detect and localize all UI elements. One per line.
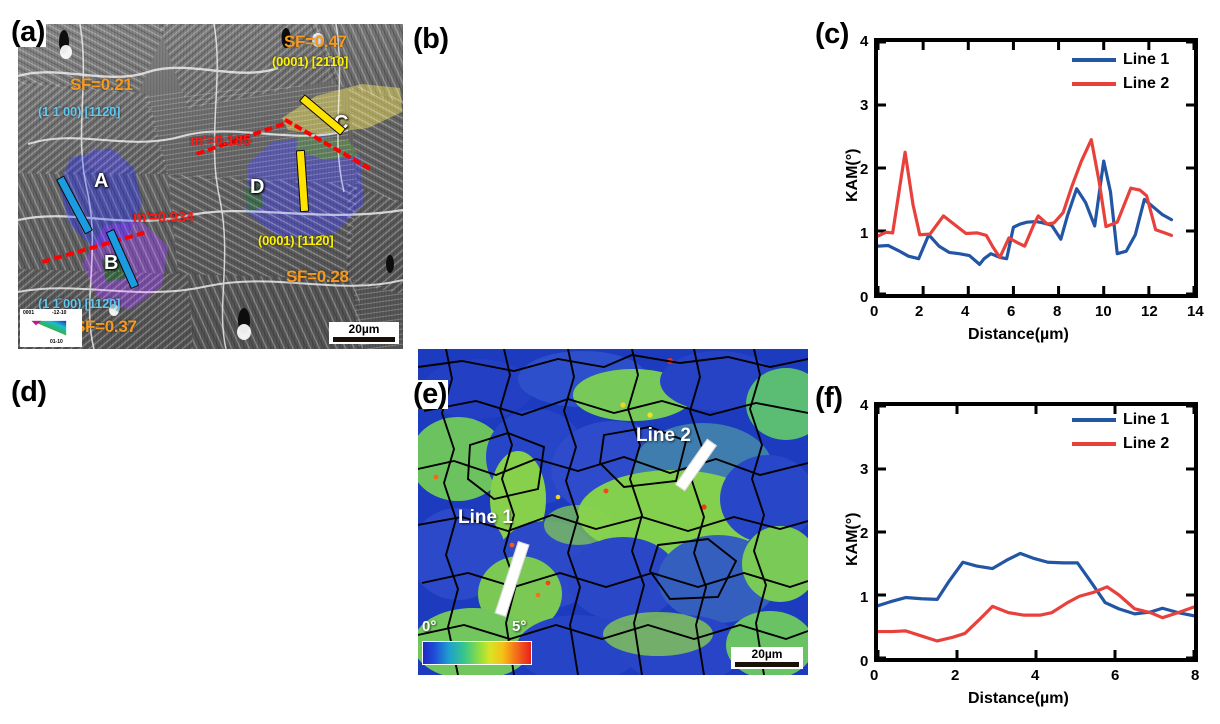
panel-b-kam-image (418, 349, 808, 675)
plot-c-ytick-2: 2 (860, 161, 869, 178)
index-label-a: (1 1̄ 00) [112̄0] (38, 104, 121, 119)
scalebar-a-text: 20µm (348, 322, 380, 336)
grain-label-b: B (104, 252, 119, 274)
index-label-d: (0001) [112̄0] (258, 233, 334, 248)
sf-label-c: SF=0.47 (284, 32, 347, 51)
plot-f-legend-swatch-1 (1072, 418, 1116, 422)
plot-f-legend-item-2: Line 2 (1072, 432, 1169, 456)
panel-letter-e: (e) (412, 378, 448, 410)
plot-c-xtick-12: 12 (1141, 303, 1158, 320)
plot-f-legend-swatch-2 (1072, 442, 1116, 446)
scalebar-a: 20µm (329, 322, 399, 344)
grain-overlay-c (282, 84, 402, 134)
plot-f-xtick-8: 8 (1191, 667, 1200, 684)
plot-c-xtick-10: 10 (1095, 303, 1112, 320)
plot-f-frame (874, 402, 1198, 662)
plot-f-ytick-4: 4 (860, 397, 869, 414)
sf-label-a: SF=0.21 (70, 75, 133, 94)
colorbar-b (422, 641, 532, 665)
index-label-b: (1 1̄ 00) [112̄0] (38, 296, 121, 311)
plot-f-xtick-2: 2 (951, 667, 960, 684)
plot-c-ytick-4: 4 (860, 33, 869, 50)
plot-c-ytick-1: 1 (860, 225, 869, 242)
plot-c-xtick-2: 2 (915, 303, 924, 320)
plot-c-xtick-0: 0 (870, 303, 879, 320)
plot-c-ytick-0: 0 (860, 289, 869, 306)
plot-c-xlabel: Distance(µm) (968, 326, 1069, 343)
scalebar-b: 20µm (731, 647, 803, 669)
colorbar-min-b: 0° (422, 618, 437, 635)
plot-c-ytick-3: 3 (860, 97, 869, 114)
plot-c-xtick-8: 8 (1053, 303, 1062, 320)
panel-f: 4 3 2 1 0 0 2 4 6 8 Distance(µm) KAM(°) … (818, 388, 1210, 718)
ipf-legend-a: 0001 -12-10 01-10 (20, 309, 82, 347)
plot-c-xtick-4: 4 (961, 303, 970, 320)
sf-label-b: SF=0.37 (74, 317, 137, 336)
plot-f-xlabel: Distance(µm) (968, 690, 1069, 707)
panel-letter-b: (b) (412, 23, 450, 55)
scalebar-b-text: 20µm (751, 647, 783, 661)
line2-label-b: Line 2 (636, 425, 691, 446)
index-label-c: (0001) [21̄1̄0] (272, 54, 349, 69)
plot-f-legend-item-1: Line 1 (1072, 408, 1169, 432)
mprime-label-ab: m'=0.934 (133, 209, 194, 226)
plot-c-lines (878, 42, 1194, 294)
ipf-label-0001: 0001 (23, 310, 35, 316)
panel-letter-d: (d) (10, 376, 48, 408)
plot-c-legend: Line 1 Line 2 (1072, 48, 1169, 96)
plot-c-legend-item-1: Line 1 (1072, 48, 1169, 72)
plot-c-legend-swatch-2 (1072, 82, 1116, 86)
panel-letter-f: (f) (814, 382, 844, 414)
sf-label-d: SF=0.28 (286, 267, 349, 286)
panel-letter-c: (c) (814, 18, 850, 50)
mprime-label-cd: m'=0.185 (190, 132, 251, 149)
grain-label-d: D (250, 176, 265, 198)
plot-f-ytick-3: 3 (860, 461, 869, 478)
plot-f-legend: Line 1 Line 2 (1072, 408, 1169, 456)
plot-c-frame (874, 38, 1198, 298)
ipf-label-bottom: 01-10 (50, 339, 63, 345)
plot-c-xtick-6: 6 (1007, 303, 1016, 320)
plot-c-legend-label-1: Line 1 (1123, 51, 1170, 68)
plot-f-legend-label-1: Line 1 (1123, 411, 1170, 428)
plot-c-legend-swatch-1 (1072, 58, 1116, 62)
plot-c-ylabel: KAM(°) (844, 148, 861, 203)
plot-f-xtick-4: 4 (1031, 667, 1040, 684)
plot-f-legend-label-2: Line 2 (1123, 435, 1170, 452)
panel-a: A B C D SF=0.21 (1 1̄ 00) [112̄0] SF=0.3… (18, 24, 403, 349)
plot-f-ytick-1: 1 (860, 589, 869, 606)
panel-c: 4 3 2 1 0 0 2 4 6 8 10 12 14 Distance(µm… (818, 24, 1210, 354)
colorbar-max-b: 5° (512, 618, 527, 635)
panel-letter-a: (a) (10, 16, 46, 48)
plot-f-ytick-0: 0 (860, 653, 869, 670)
scalebar-a-rule (333, 337, 395, 342)
plot-c-xtick-14: 14 (1187, 303, 1204, 320)
line1-label-b: Line 1 (458, 507, 513, 528)
plot-c-legend-item-2: Line 2 (1072, 72, 1169, 96)
scalebar-b-rule (735, 662, 799, 667)
plot-f-ylabel: KAM(°) (844, 512, 861, 567)
ipf-label-top-right: -12-10 (52, 310, 67, 316)
plot-f-ytick-2: 2 (860, 525, 869, 542)
plot-f-xtick-0: 0 (870, 667, 879, 684)
plot-f-xtick-6: 6 (1111, 667, 1120, 684)
plot-c-legend-label-2: Line 2 (1123, 75, 1170, 92)
plot-f-lines (878, 406, 1194, 658)
grain-label-a: A (94, 170, 109, 192)
panel-b: Line 1 Line 2 0° 5° 20µm (418, 349, 808, 675)
